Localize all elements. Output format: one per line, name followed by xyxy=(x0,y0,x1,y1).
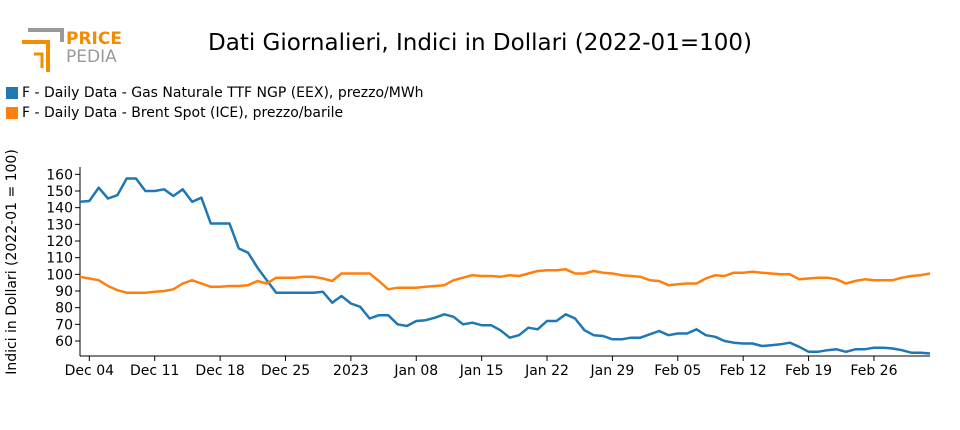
y-axis-label: Indici in Dollari (2022-01 = 100) xyxy=(4,149,20,375)
logo-mark-icon xyxy=(22,28,64,72)
y-tick-label: 160 xyxy=(46,167,73,183)
x-tick-label: Jan 08 xyxy=(393,363,438,379)
logo-word-price: PRICE xyxy=(66,29,122,49)
series-line-0 xyxy=(79,177,931,355)
x-tick-label: Dec 11 xyxy=(130,363,179,379)
y-tick-label: 130 xyxy=(46,217,73,233)
chart-title: Dati Giornalieri, Indici in Dollari (202… xyxy=(208,30,752,56)
logo-word-pedia: PEDIA xyxy=(66,47,117,67)
x-tick-label: Dec 25 xyxy=(261,363,310,379)
x-tick-label: Feb 19 xyxy=(785,363,832,379)
legend-swatch-brent xyxy=(6,107,18,119)
x-tick-label: Jan 15 xyxy=(459,363,504,379)
legend-swatch-gas xyxy=(6,87,18,99)
y-tick-label: 80 xyxy=(55,301,73,317)
legend-item-gas: F - Daily Data - Gas Naturale TTF NGP (E… xyxy=(6,84,424,102)
y-tick-label: 100 xyxy=(46,267,73,283)
legend-item-brent: F - Daily Data - Brent Spot (ICE), prezz… xyxy=(6,104,343,122)
y-tick-label: 140 xyxy=(46,201,73,217)
x-tick-label: Feb 26 xyxy=(850,363,897,379)
y-tick-label: 150 xyxy=(46,184,73,200)
legend-label-brent: F - Daily Data - Brent Spot (ICE), prezz… xyxy=(22,105,344,121)
legend-label-gas: F - Daily Data - Gas Naturale TTF NGP (E… xyxy=(22,85,424,101)
x-tick-label: Feb 12 xyxy=(720,363,767,379)
x-tick-label: Dec 04 xyxy=(65,363,114,379)
y-tick-label: 60 xyxy=(55,334,73,350)
x-tick-label: Jan 29 xyxy=(589,363,634,379)
x-tick-label: 2023 xyxy=(333,363,369,379)
x-tick-label: Dec 18 xyxy=(195,363,244,379)
series-line-1 xyxy=(79,268,931,294)
x-tick-label: Feb 05 xyxy=(654,363,701,379)
pricepedia-logo: PRICE PEDIA xyxy=(22,28,122,72)
y-tick-label: 70 xyxy=(55,317,73,333)
y-tick-label: 90 xyxy=(55,284,73,300)
y-tick-label: 120 xyxy=(46,234,73,250)
x-tick-label: Jan 22 xyxy=(524,363,569,379)
y-tick-label: 110 xyxy=(46,251,73,267)
